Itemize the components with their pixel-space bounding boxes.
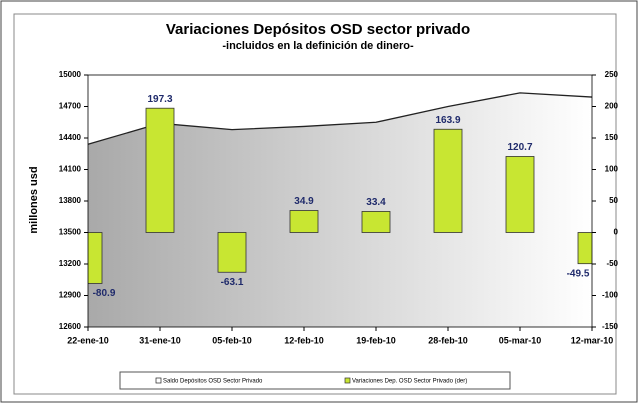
bar xyxy=(433,128,463,233)
x-tick-label: 05-mar-10 xyxy=(499,335,542,345)
y-tick-label: 15000 xyxy=(59,70,82,79)
y-tick-label: 13500 xyxy=(59,228,82,237)
y-tick-label: 12600 xyxy=(59,322,82,331)
x-tick-label: 31-ene-10 xyxy=(139,335,181,345)
bar xyxy=(577,232,592,265)
y-tick-label: 14700 xyxy=(59,102,82,111)
bar xyxy=(88,232,103,284)
y2-tick-label: -150 xyxy=(602,322,619,331)
y2-tick-label: 250 xyxy=(605,70,619,79)
y2-tick-label: 0 xyxy=(614,228,619,237)
data-label: 163.9 xyxy=(435,115,460,126)
x-tick-label: 19-feb-10 xyxy=(356,335,396,345)
x-tick-label: 05-feb-10 xyxy=(212,335,252,345)
x-tick-label: 22-ene-10 xyxy=(67,335,109,345)
y-tick-label: 14400 xyxy=(59,133,82,142)
data-label: 33.4 xyxy=(366,197,386,208)
legend-label: Variaciones Dep. OSD Sector Privado (der… xyxy=(352,379,467,385)
x-tick-label: 12-feb-10 xyxy=(284,335,324,345)
y-tick-label: 12900 xyxy=(59,291,82,300)
y2-tick-label: -50 xyxy=(606,259,618,268)
legend xyxy=(119,371,511,390)
y2-tick-label: 100 xyxy=(605,165,619,174)
chart-subtitle: -incluidos en la definición de dinero- xyxy=(222,40,414,52)
data-label: -80.9 xyxy=(93,288,116,299)
data-label: -63.1 xyxy=(221,277,244,288)
bar xyxy=(145,107,175,233)
y2-tick-label: -100 xyxy=(602,291,619,300)
area xyxy=(88,92,592,327)
legend-swatch xyxy=(344,377,351,384)
x-tick-label: 28-feb-10 xyxy=(428,335,468,345)
bar xyxy=(505,156,535,233)
chart-title: Variaciones Depósitos OSD sector privado xyxy=(166,21,470,38)
bar xyxy=(289,210,319,233)
y-axis-label: millones usd xyxy=(28,166,40,233)
data-label: 34.9 xyxy=(294,196,314,207)
bar xyxy=(217,232,247,273)
data-label: -49.5 xyxy=(567,268,590,279)
data-label: 120.7 xyxy=(507,142,532,153)
bars xyxy=(88,107,592,284)
legend-label: Saldo Depósitos OSD Sector Privado xyxy=(163,379,263,385)
y-tick-label: 14100 xyxy=(59,165,82,174)
x-tick-label: 12-mar-10 xyxy=(571,335,614,345)
y2-tick-label: 200 xyxy=(605,102,619,111)
bar xyxy=(361,211,391,233)
y-tick-label: 13800 xyxy=(59,196,82,205)
y-tick-label: 13200 xyxy=(59,259,82,268)
y2-tick-label: 50 xyxy=(609,196,618,205)
data-label: 197.3 xyxy=(147,94,172,105)
legend-swatch xyxy=(155,377,162,384)
y2-tick-label: 150 xyxy=(605,133,619,142)
